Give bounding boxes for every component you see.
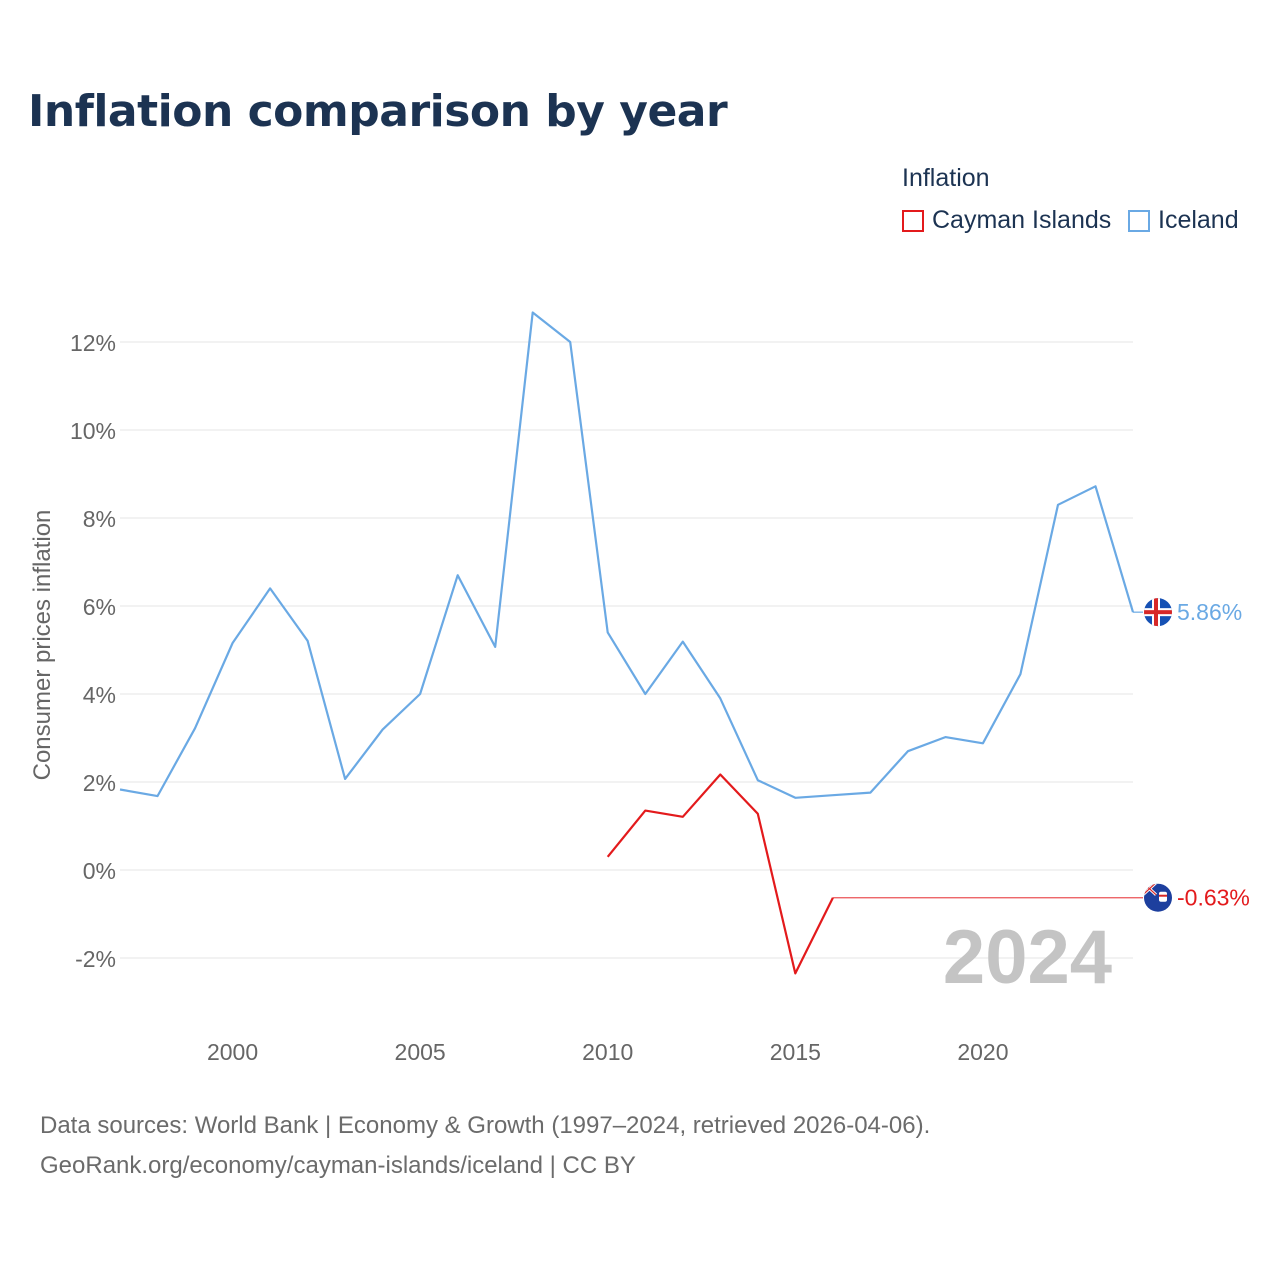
y-tick-label: 8%	[83, 506, 116, 532]
source-line-2[interactable]: GeoRank.org/economy/cayman-islands/icela…	[40, 1152, 636, 1179]
series-line-cayman-islands	[606, 773, 834, 975]
x-tick-label: 2000	[207, 1039, 258, 1065]
legend-item-iceland[interactable]: Iceland	[1128, 206, 1239, 235]
inflation-line-chart: -2% 0% 2% 4% 6% 8% 10% 12% 2000 2005 2010 2015 2020 C…	[29, 311, 1250, 1065]
page-title: Inflation comparison by year	[28, 86, 728, 137]
y-axis-label: Consumer prices inflation	[29, 510, 56, 781]
source-note: Data sources: World Bank | Economy & Gro…	[40, 1106, 930, 1186]
iceland-flag-icon	[1144, 598, 1172, 627]
x-tick-label: 2005	[395, 1039, 446, 1065]
legend-swatch-iceland	[1128, 209, 1150, 232]
cayman-islands-flag-icon	[1144, 883, 1172, 912]
x-tick-label: 2015	[770, 1039, 821, 1065]
y-tick-label: 12%	[70, 330, 116, 356]
end-value-label-iceland: 5.86%	[1177, 599, 1242, 625]
source-line-1: Data sources: World Bank | Economy & Gro…	[40, 1112, 931, 1139]
y-tick-label: 10%	[70, 418, 116, 444]
y-tick-label: 4%	[83, 682, 116, 708]
legend-label-iceland: Iceland	[1158, 206, 1239, 234]
end-value-label-cayman-islands: -0.63%	[1177, 885, 1250, 911]
legend-label-cayman-islands: Cayman Islands	[932, 206, 1112, 234]
legend-item-cayman-islands[interactable]: Cayman Islands	[902, 206, 1111, 235]
legend-swatch-cayman-islands	[902, 209, 924, 232]
y-tick-label: 0%	[83, 858, 116, 884]
series-line-iceland	[119, 311, 1135, 799]
legend-title: Inflation	[902, 164, 990, 192]
y-tick-label: 6%	[83, 594, 116, 620]
x-tick-label: 2010	[582, 1039, 633, 1065]
y-tick-label: 2%	[83, 770, 116, 796]
year-watermark: 2024	[943, 915, 1112, 1000]
x-tick-label: 2020	[957, 1039, 1008, 1065]
y-tick-label: -2%	[75, 946, 116, 972]
